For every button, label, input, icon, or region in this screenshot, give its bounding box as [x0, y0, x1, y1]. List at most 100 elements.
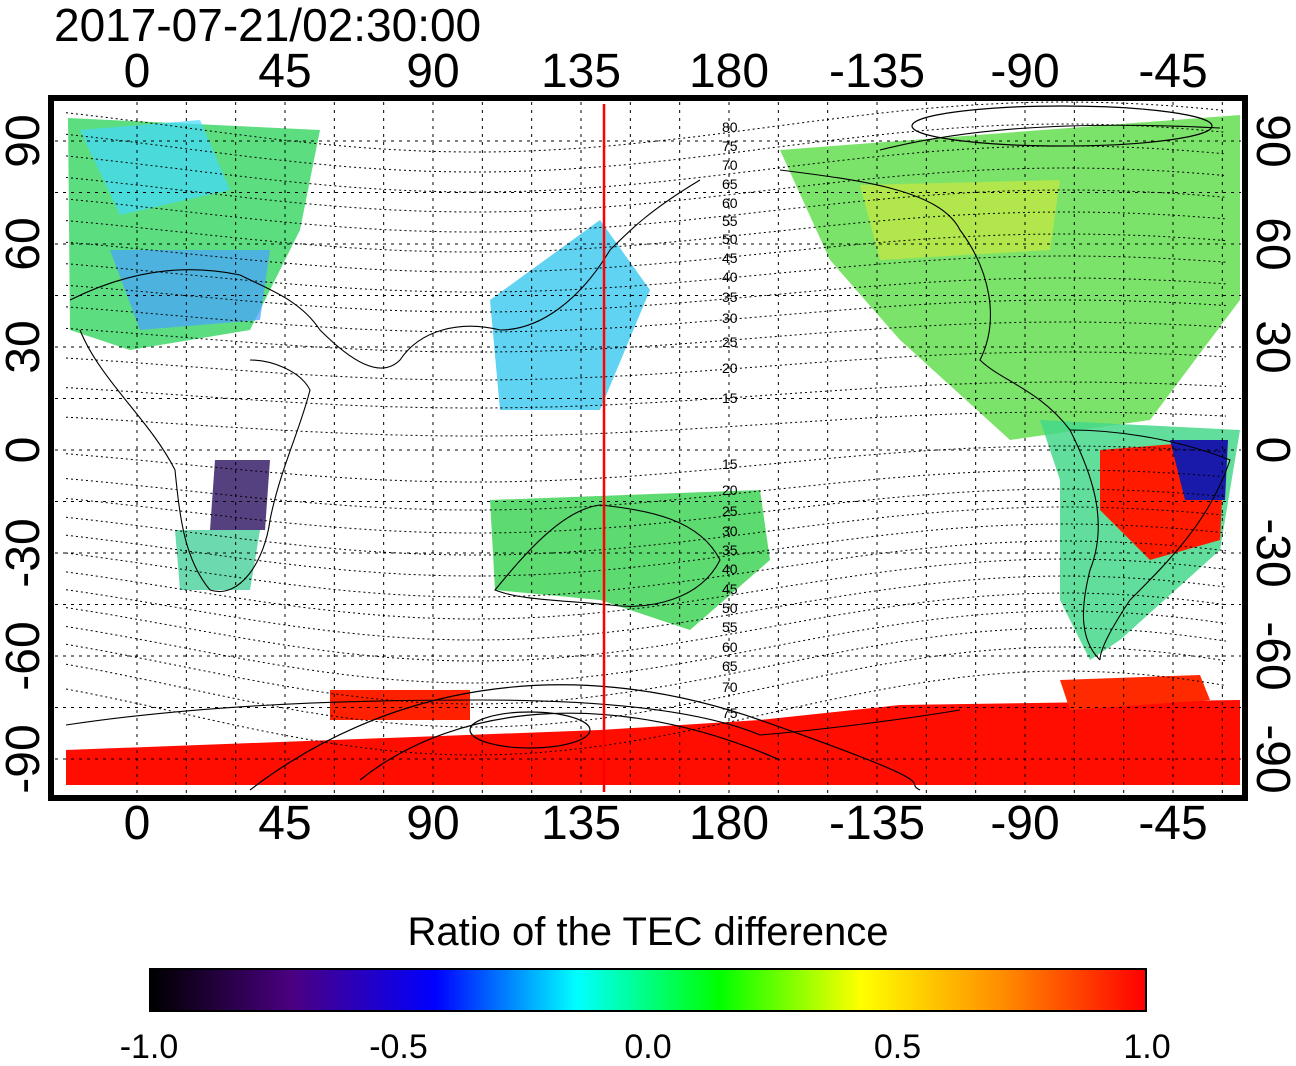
contour-label-south: 75 [722, 705, 738, 721]
longitude-tick-bottom: 135 [540, 797, 622, 850]
colorbar-tick-label: 0.0 [624, 1028, 672, 1066]
latitude-tick-left: 90 [0, 114, 50, 168]
longitude-tick-top: 90 [406, 45, 460, 98]
colorbar-tick-label: -0.5 [369, 1028, 428, 1066]
tec-region-east-asia [490, 220, 650, 410]
colorbar [149, 968, 1147, 1012]
contour-south [65, 506, 1227, 556]
latitude-tick-left: 0 [0, 436, 50, 464]
contour-south [65, 445, 1227, 483]
longitude-tick-top: -45 [1138, 45, 1208, 98]
colorbar-tick-label: 0.5 [873, 1028, 922, 1066]
latitude-tick-right: 0 [1246, 436, 1296, 464]
contour-north [65, 167, 1227, 213]
contour-south [65, 469, 1227, 511]
contour-label-north: 20 [722, 360, 738, 376]
tec-region-africa [175, 530, 260, 590]
contour-north [65, 411, 1227, 437]
contour-label-north: 50 [722, 231, 738, 247]
contour-label-south: 40 [722, 561, 738, 577]
colorbar-title: Ratio of the TEC difference [407, 910, 889, 954]
latitude-tick-right: -30 [1246, 518, 1296, 588]
contour-south [65, 575, 1227, 641]
contour-label-south: 25 [722, 503, 738, 519]
latitude-tick-right: -90 [1246, 724, 1296, 794]
tec-region-sa-blue [1170, 440, 1228, 500]
latitude-tick-left: 30 [0, 320, 50, 374]
contour-north [65, 101, 1227, 153]
contour-label-north: 55 [722, 213, 738, 229]
contour-label-south: 35 [722, 542, 738, 558]
longitude-tick-bottom: -135 [828, 797, 926, 850]
map-frame-outer-left [48, 95, 53, 801]
contour-label-south: 15 [722, 456, 738, 472]
contour-label-south: 50 [722, 600, 738, 616]
tec-region-antarctic-peninsula [1060, 675, 1210, 710]
tec-region-europe-blue [110, 250, 270, 330]
longitude-tick-bottom: -45 [1138, 797, 1208, 850]
contour-north [65, 381, 1227, 409]
contour-label-south: 70 [722, 679, 738, 695]
contour-north [65, 351, 1227, 381]
contour-south [65, 540, 1227, 598]
contour-label-north: 70 [722, 157, 738, 173]
contour-label-north: 80 [722, 119, 738, 135]
contour-label-south: 30 [722, 523, 738, 539]
longitude-tick-top: -135 [828, 45, 926, 98]
longitude-tick-bottom: -90 [990, 797, 1060, 850]
contour-north [65, 145, 1227, 193]
contour-north [65, 233, 1227, 273]
latitude-tick-right: 60 [1246, 217, 1296, 271]
contour-label-south: 45 [722, 581, 738, 597]
contour-north [65, 299, 1227, 333]
contour-label-north: 40 [722, 269, 738, 285]
contour-label-south: 65 [722, 658, 738, 674]
contour-label-south: 60 [722, 639, 738, 655]
contour-north [65, 189, 1227, 233]
magnetic-contours [249, 105, 1213, 791]
longitude-tick-top: 0 [123, 45, 151, 98]
longitude-tick-top: 180 [688, 45, 770, 98]
latitude-tick-left: 60 [0, 217, 50, 271]
latitude-tick-right: -60 [1246, 621, 1296, 691]
contour-north [65, 123, 1227, 173]
colorbar-tick-label: 1.0 [1123, 1028, 1171, 1066]
tec-region-antarctica [66, 700, 1240, 785]
contour-label-north: 35 [722, 289, 738, 305]
latitude-tick-left: -90 [0, 724, 50, 794]
contour-label-north: 75 [722, 138, 738, 154]
map-frame-outer-right [1243, 95, 1248, 801]
contour-label-north: 25 [722, 334, 738, 350]
colorbar-tick-label: -1.0 [119, 1028, 179, 1066]
contour-south [65, 670, 1227, 756]
map-timestamp: 2017-07-21/02:30:00 [54, 0, 482, 51]
longitude-tick-bottom: 180 [688, 797, 770, 850]
coastline-outline [65, 124, 1231, 736]
longitude-tick-bottom: 90 [406, 797, 460, 850]
contour-north [65, 211, 1227, 253]
contour-north [65, 255, 1227, 293]
latitude-tick-left: -60 [0, 621, 50, 691]
longitude-tick-top: -90 [990, 45, 1060, 98]
tec-region-africa-dark [210, 460, 270, 530]
contour-label-north: 30 [722, 310, 738, 326]
contour-south [65, 592, 1227, 662]
contour-north [65, 321, 1227, 353]
contour-south [65, 627, 1227, 705]
contour-south [65, 610, 1227, 684]
latitude-tick-left: -30 [0, 518, 50, 588]
contour-label-south: 20 [722, 482, 738, 498]
longitude-tick-top: 135 [540, 45, 622, 98]
contour-label-north: 45 [722, 250, 738, 266]
contour-south [65, 523, 1227, 577]
latitude-tick-right: 90 [1246, 114, 1296, 168]
tec-region-eurasia-cyan [80, 120, 230, 215]
map-frame-outer-top [53, 95, 1243, 100]
longitude-tick-bottom: 0 [123, 797, 151, 850]
contour-north [65, 277, 1227, 313]
contour-label-south: 55 [722, 619, 738, 635]
contour-south [65, 646, 1227, 728]
tec-data-layer [66, 115, 1240, 785]
latitude-tick-right: 30 [1246, 320, 1296, 374]
